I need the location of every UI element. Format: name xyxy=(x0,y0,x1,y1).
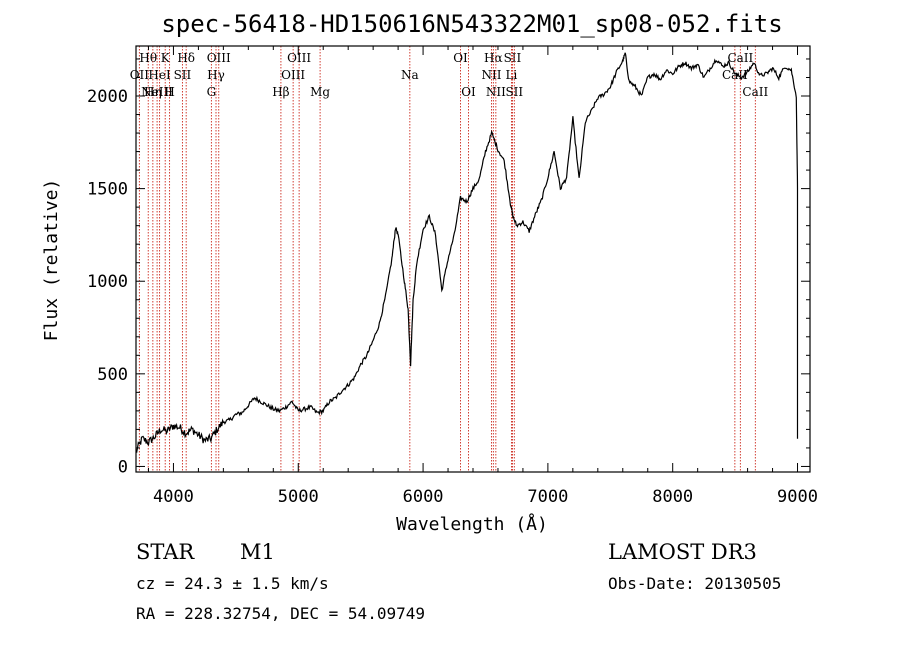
line-label-16: Na xyxy=(401,68,419,82)
y-axis-label: Flux (relative) xyxy=(41,179,62,342)
x-tick-label-3: 7000 xyxy=(527,487,568,507)
coordinates: RA = 228.32754, DEC = 54.09749 xyxy=(136,604,425,623)
line-label-21: NII xyxy=(486,85,506,99)
line-label-24: SII xyxy=(505,85,523,99)
y-tick-label-1: 500 xyxy=(97,365,128,385)
line-label-26: CaII xyxy=(727,51,753,65)
line-label-11: OIII xyxy=(207,51,231,65)
y-tick-label-3: 1500 xyxy=(87,180,128,200)
line-label-0: Hθ xyxy=(139,51,157,65)
line-label-18: OI xyxy=(461,85,476,99)
y-tick-label-2: 1000 xyxy=(87,272,128,292)
survey-name: LAMOST DR3 xyxy=(608,540,757,564)
chart-title: spec-56418-HD150616N543322M01_sp08-052.f… xyxy=(161,10,782,38)
line-label-15: Mg xyxy=(310,85,330,99)
y-tick-label-0: 0 xyxy=(118,457,128,477)
line-label-9: G xyxy=(207,85,217,99)
line-label-14: OIII xyxy=(287,51,311,65)
object-subclass: M1 xyxy=(240,540,275,564)
object-class: STAR xyxy=(136,540,195,564)
line-label-7: SII xyxy=(174,68,192,82)
line-label-23: SII xyxy=(504,51,522,65)
line-label-12: Hβ xyxy=(272,85,289,99)
axis-ticks: 4000 5000 6000 7000 8000 9000 0 500 1000 1500 2000 xyxy=(87,46,818,507)
line-label-20: Hα xyxy=(484,51,503,65)
redshift-info: cz = 24.3 ± 1.5 km/s xyxy=(136,574,329,593)
x-tick-label-1: 5000 xyxy=(278,487,319,507)
line-label-5: K xyxy=(161,51,171,65)
line-label-4: HeI xyxy=(148,68,171,82)
x-tick-label-0: 4000 xyxy=(153,487,194,507)
x-tick-label-5: 9000 xyxy=(777,487,818,507)
x-tick-label-2: 6000 xyxy=(403,487,444,507)
plot-frame xyxy=(135,45,811,473)
x-axis-label: Wavelength (Å) xyxy=(396,513,548,535)
x-tick-label-4: 8000 xyxy=(652,487,693,507)
line-label-6: H xyxy=(164,85,174,99)
y-tick-label-4: 2000 xyxy=(87,87,128,107)
line-label-19: NII xyxy=(481,68,501,82)
flux-series-line xyxy=(135,52,799,454)
line-label-13: OIII xyxy=(281,68,305,82)
emission-line-markers: HθOIIHηNeIIIHeIKHSIIHδGHγOIIIHβOIIIOIIIM… xyxy=(130,46,768,472)
line-label-10: Hγ xyxy=(207,68,225,82)
line-label-27: CaII xyxy=(742,85,768,99)
line-label-1: OII xyxy=(130,68,150,82)
line-label-8: Hδ xyxy=(177,51,195,65)
observation-date: Obs-Date: 20130505 xyxy=(608,574,782,593)
line-label-17: OI xyxy=(453,51,468,65)
line-label-22: Li xyxy=(506,68,518,82)
